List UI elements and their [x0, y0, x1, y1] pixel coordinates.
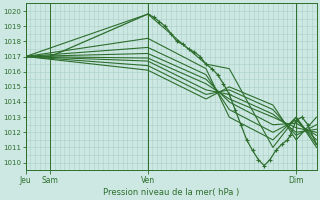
X-axis label: Pression niveau de la mer( hPa ): Pression niveau de la mer( hPa ) [103, 188, 239, 197]
